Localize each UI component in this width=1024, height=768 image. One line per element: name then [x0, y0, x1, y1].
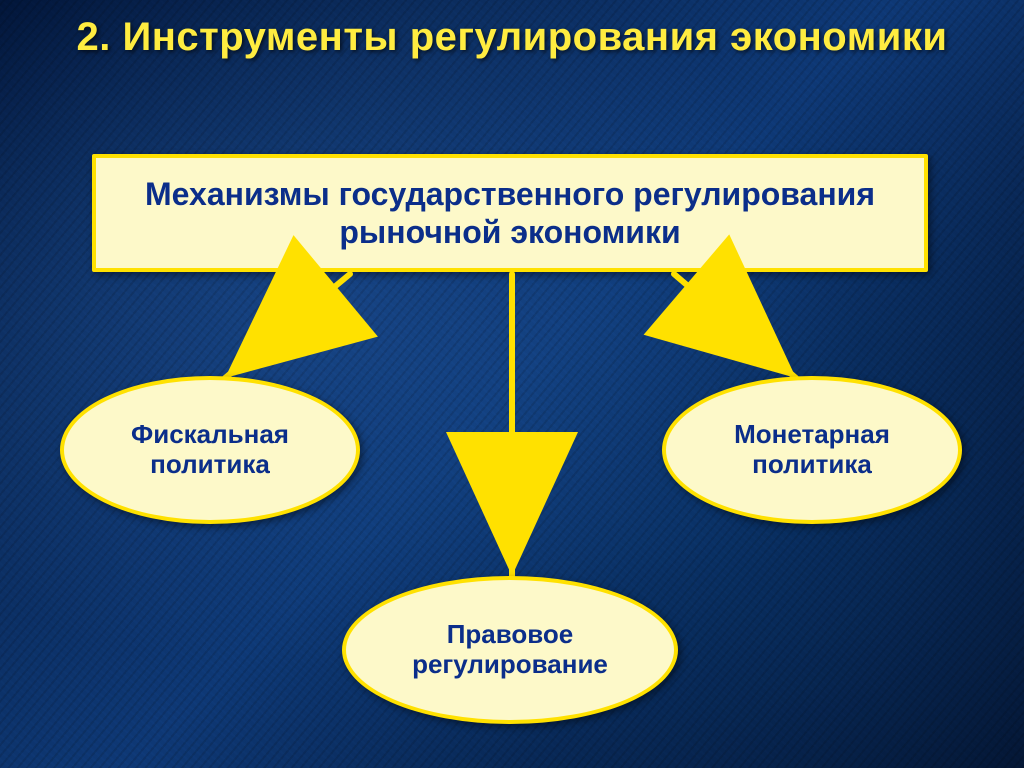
ellipse-fiscal: Фискальная политика	[60, 376, 360, 524]
slide-title: 2. Инструменты регулирования экономики	[0, 14, 1024, 60]
ellipse-legal: Правовое регулирование	[342, 576, 678, 724]
ellipse-monetary: Монетарная политика	[662, 376, 962, 524]
root-box: Механизмы государственного регулирования…	[92, 154, 928, 272]
